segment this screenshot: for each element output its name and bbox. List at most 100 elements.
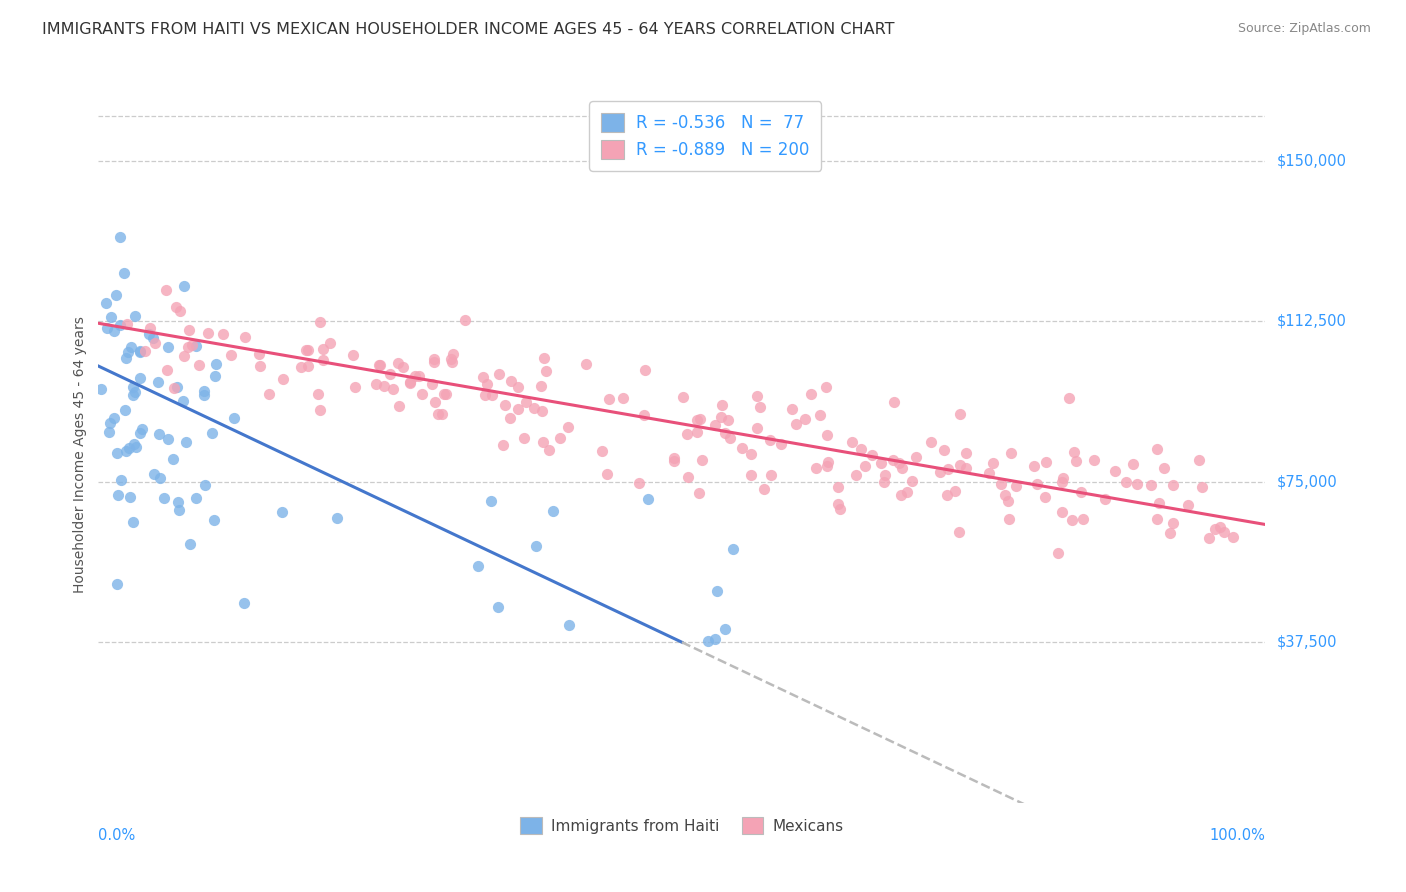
Point — [492, 438, 515, 452]
Point — [194, 478, 217, 492]
Point — [193, 388, 215, 402]
Point — [785, 417, 807, 432]
Point — [1060, 513, 1083, 527]
Point — [138, 326, 160, 341]
Point — [309, 315, 332, 329]
Point — [120, 340, 142, 354]
Point — [627, 476, 650, 491]
Point — [557, 617, 579, 632]
Point — [202, 513, 225, 527]
Y-axis label: Householder Income Ages 45 - 64 years: Householder Income Ages 45 - 64 years — [73, 317, 87, 593]
Point — [233, 330, 256, 344]
Point — [162, 452, 184, 467]
Point — [166, 380, 188, 394]
Point — [121, 515, 143, 529]
Point — [849, 442, 872, 456]
Point — [440, 355, 463, 369]
Point — [432, 407, 454, 421]
Point — [148, 426, 170, 441]
Point — [759, 433, 782, 447]
Point — [388, 399, 411, 413]
Point — [575, 357, 598, 371]
Point — [806, 461, 828, 475]
Point — [731, 441, 754, 455]
Text: Source: ZipAtlas.com: Source: ZipAtlas.com — [1237, 22, 1371, 36]
Point — [1115, 475, 1137, 489]
Point — [740, 446, 762, 460]
Point — [165, 300, 187, 314]
Point — [128, 344, 150, 359]
Point — [515, 395, 537, 409]
Point — [387, 356, 409, 370]
Point — [297, 359, 319, 373]
Point — [249, 359, 271, 373]
Point — [212, 326, 235, 341]
Text: $150,000: $150,000 — [1277, 153, 1347, 168]
Point — [637, 492, 659, 507]
Point — [342, 348, 364, 362]
Point — [481, 387, 503, 401]
Point — [533, 351, 555, 366]
Point — [896, 484, 918, 499]
Point — [186, 491, 208, 505]
Point — [114, 402, 136, 417]
Point — [672, 390, 695, 404]
Point — [174, 435, 197, 450]
Point — [997, 494, 1019, 508]
Point — [420, 377, 443, 392]
Point — [156, 432, 179, 446]
Point — [312, 352, 335, 367]
Point — [530, 404, 553, 418]
Point — [433, 387, 456, 401]
Point — [890, 461, 912, 475]
Point — [537, 442, 560, 457]
Point — [155, 283, 177, 297]
Point — [662, 451, 685, 466]
Point — [523, 401, 546, 416]
Point — [598, 392, 620, 406]
Point — [1057, 392, 1080, 406]
Point — [955, 445, 977, 459]
Point — [1146, 511, 1168, 525]
Point — [96, 296, 118, 310]
Point — [506, 380, 529, 394]
Point — [949, 458, 972, 472]
Point — [441, 347, 464, 361]
Point — [169, 304, 191, 318]
Point — [326, 510, 349, 524]
Point — [494, 398, 516, 412]
Point — [883, 395, 905, 409]
Point — [1204, 523, 1226, 537]
Text: 100.0%: 100.0% — [1209, 828, 1265, 843]
Point — [112, 266, 135, 280]
Point — [943, 483, 966, 498]
Point — [936, 488, 959, 502]
Point — [853, 459, 876, 474]
Point — [676, 470, 699, 484]
Point — [1094, 492, 1116, 507]
Point — [204, 369, 226, 384]
Point — [157, 340, 180, 354]
Point — [900, 475, 922, 489]
Point — [948, 524, 970, 539]
Point — [197, 326, 219, 341]
Point — [219, 348, 242, 362]
Point — [1159, 525, 1181, 540]
Point — [173, 349, 195, 363]
Point — [486, 600, 509, 615]
Point — [110, 473, 132, 487]
Point — [475, 376, 498, 391]
Point — [530, 378, 553, 392]
Point — [814, 380, 837, 394]
Point — [295, 343, 318, 358]
Point — [1146, 442, 1168, 456]
Point — [177, 339, 200, 353]
Point — [96, 320, 118, 334]
Point — [117, 441, 139, 455]
Point — [454, 312, 477, 326]
Point — [381, 382, 404, 396]
Point — [745, 421, 768, 435]
Point — [411, 386, 433, 401]
Point — [368, 358, 391, 372]
Point — [343, 380, 366, 394]
